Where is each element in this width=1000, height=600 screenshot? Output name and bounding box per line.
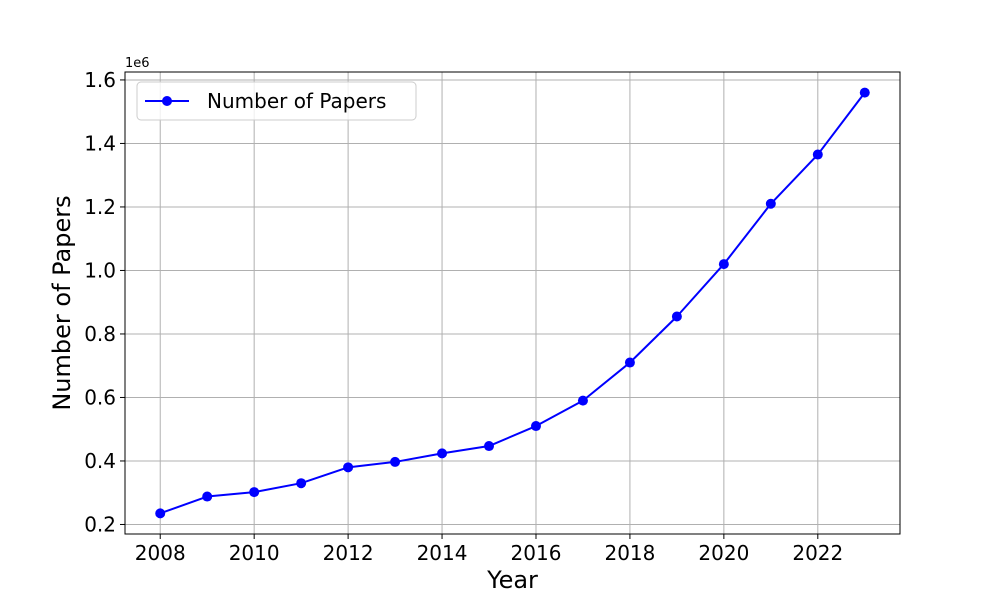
x-tick-label: 2010 xyxy=(229,541,280,565)
data-point xyxy=(530,421,541,432)
x-tick-label: 2012 xyxy=(323,541,374,565)
data-point xyxy=(343,462,354,473)
y-tick-label: 1.0 xyxy=(84,258,116,282)
data-point xyxy=(624,357,635,368)
data-point xyxy=(202,491,213,502)
grid xyxy=(125,72,900,534)
data-point xyxy=(718,259,729,270)
x-tick-label: 2016 xyxy=(511,541,562,565)
y-tick-label: 1.4 xyxy=(84,131,116,155)
y-axis-label: Number of Papers xyxy=(48,195,76,410)
series-line xyxy=(159,92,866,515)
y-tick-label: 1.6 xyxy=(84,68,116,92)
x-tick-label: 2018 xyxy=(604,541,655,565)
data-point xyxy=(390,456,401,467)
x-axis-label: Year xyxy=(486,566,538,594)
x-tick-label: 2008 xyxy=(135,541,186,565)
legend-entry-label: Number of Papers xyxy=(207,89,386,113)
data-point xyxy=(765,198,776,209)
legend-box xyxy=(136,81,417,121)
x-tick-label: 2020 xyxy=(698,541,749,565)
y-tick-label: 0.6 xyxy=(84,385,116,409)
y-tick-label: 0.8 xyxy=(84,322,116,346)
y-tick-label: 1.2 xyxy=(84,195,116,219)
data-point xyxy=(671,311,682,322)
x-tick-label: 2014 xyxy=(417,541,468,565)
data-point xyxy=(859,87,870,98)
axis-ticks: 2008 2010 2012 2014 2016 2018 2020 2022 0.2 0.4 0.… xyxy=(84,68,843,565)
data-point xyxy=(484,441,495,452)
data-point xyxy=(577,395,588,406)
x-tick-label: 2022 xyxy=(792,541,843,565)
data-point xyxy=(249,487,260,498)
y-tick-label: 0.4 xyxy=(84,449,116,473)
data-point xyxy=(437,448,448,459)
y-tick-label: 0.2 xyxy=(84,512,116,536)
y-axis-offset-label: 1e6 xyxy=(125,56,150,71)
data-point xyxy=(155,508,166,519)
data-point xyxy=(812,149,823,160)
legend: Number of Papers xyxy=(136,81,417,121)
data-point xyxy=(296,478,307,489)
plot-area-frame xyxy=(124,71,901,535)
series-layer xyxy=(155,87,870,519)
legend-marker-sample xyxy=(162,96,172,106)
